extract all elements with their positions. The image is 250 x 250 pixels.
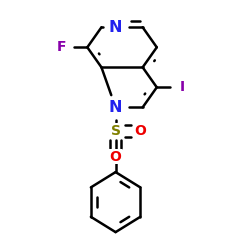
Text: O: O	[134, 124, 146, 138]
Text: N: N	[109, 100, 122, 115]
Text: F: F	[57, 40, 66, 54]
Text: S: S	[110, 124, 120, 138]
Text: I: I	[180, 80, 185, 94]
Text: O: O	[110, 150, 122, 164]
Text: N: N	[109, 20, 122, 35]
